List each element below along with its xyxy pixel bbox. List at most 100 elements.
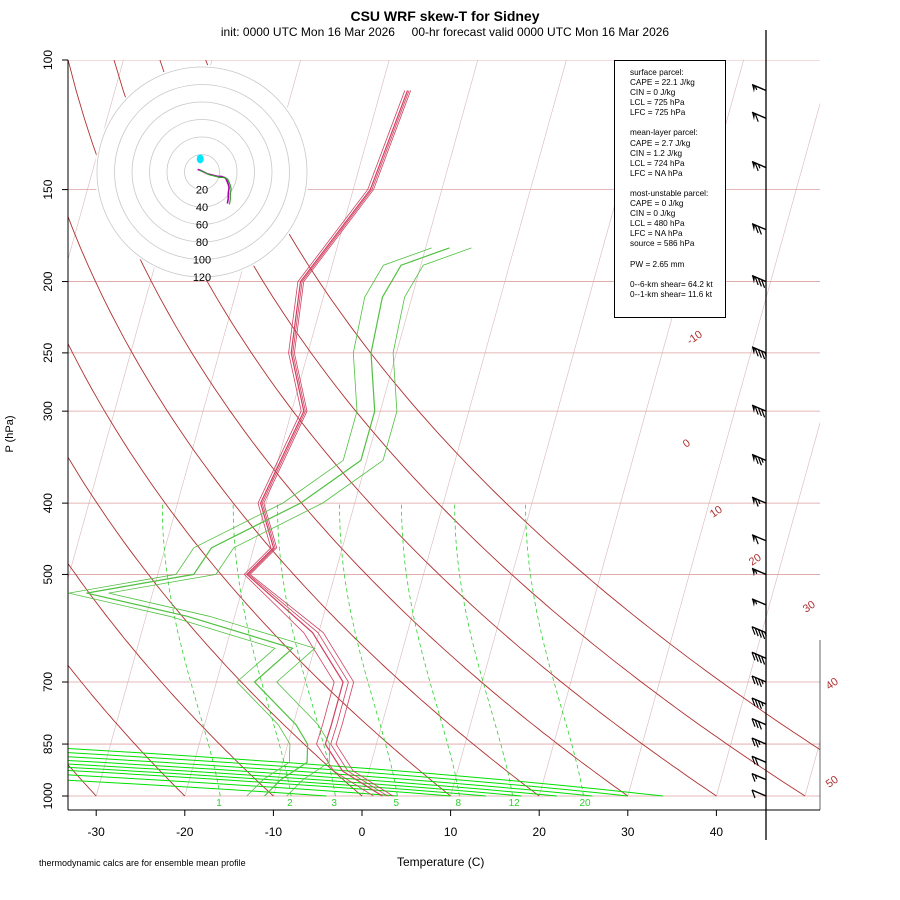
- stat-line: CIN = 0 J/kg: [630, 88, 676, 98]
- barb-full: [751, 737, 756, 747]
- dry-adiabat-line: [68, 60, 629, 797]
- barb-full: [751, 697, 756, 707]
- barb-pennant: [752, 161, 755, 170]
- barb-full: [754, 677, 759, 686]
- mixing-ratio-label: 1: [216, 798, 222, 809]
- barb-full: [754, 162, 759, 172]
- moist-adiabat-line: [68, 748, 664, 797]
- hodograph-ring: [166, 136, 238, 208]
- barb-shaft: [751, 534, 767, 542]
- x-axis-label: Temperature (C): [397, 855, 485, 869]
- hodograph-ring: [131, 101, 273, 243]
- barb-full: [751, 789, 756, 799]
- barb-full: [757, 226, 762, 235]
- barb-pennant: [752, 346, 755, 355]
- barb-full: [751, 773, 756, 782]
- skewed-grid-line: [184, 60, 390, 797]
- skewed-grid-line: [68, 60, 124, 261]
- hodograph-ring: [149, 119, 255, 225]
- barb-full: [757, 278, 762, 287]
- temperature-profile-line: [246, 90, 409, 797]
- wind-barb: [751, 675, 767, 688]
- isotherm-label: -10: [685, 329, 705, 348]
- barb-half: [761, 679, 764, 685]
- barb-full: [757, 700, 762, 710]
- barb-pennant: [752, 275, 755, 284]
- wind-barb: [751, 598, 767, 607]
- mixing-ratio-line: [401, 503, 460, 797]
- barb-shaft: [751, 111, 767, 119]
- hodograph-ring-label: 100: [193, 255, 211, 267]
- stat-line: source = 586 hPa: [630, 239, 695, 249]
- skewt-axes: -100102030405010015020025030040050070085…: [41, 50, 841, 839]
- y-tick-label: 150: [41, 179, 55, 199]
- wind-barb: [751, 222, 767, 235]
- x-tick-label: 20: [533, 825, 547, 839]
- barb-full: [761, 630, 766, 640]
- skewed-grid-line: [627, 102, 820, 797]
- temperature-profile-line: [247, 90, 410, 797]
- mixing-ratio-label: 8: [455, 798, 461, 809]
- barb-shaft: [751, 598, 767, 606]
- barb-half: [754, 569, 758, 575]
- stat-line: PW = 2.65 mm: [630, 259, 685, 269]
- barb-pennant: [752, 568, 755, 577]
- stat-line: 0--1-km shear= 11.6 kt: [630, 289, 712, 299]
- stat-line: most-unstable parcel:: [630, 188, 709, 198]
- mixing-ratio-label: 5: [393, 798, 399, 809]
- mixing-ratio-label: 20: [580, 798, 592, 809]
- barb-full: [754, 498, 759, 507]
- dry-adiabat-line: [113, 60, 717, 797]
- barb-full: [757, 721, 762, 730]
- wind-barb: [751, 346, 767, 360]
- skewt-profiles: [68, 90, 472, 797]
- isotherm-label: 50: [824, 774, 841, 791]
- barb-half: [757, 499, 761, 505]
- barb-full: [757, 349, 762, 358]
- stat-line: LFC = 725 hPa: [630, 108, 686, 118]
- mixing-ratio-line: [232, 503, 292, 797]
- storm-motion-marker: [196, 154, 204, 164]
- wind-barb: [751, 626, 767, 640]
- barb-pennant: [752, 405, 755, 414]
- isotherm-label: 30: [801, 599, 818, 616]
- barb-shaft: [751, 755, 767, 763]
- stat-line: CAPE = 2.7 J/kg: [630, 138, 691, 148]
- barb-full: [754, 406, 759, 415]
- wind-barb: [751, 651, 767, 665]
- temperature-profile-line: [249, 90, 412, 797]
- mixing-ratio-line: [525, 503, 584, 797]
- barb-full: [751, 652, 756, 661]
- isotherm-label: 0: [681, 437, 693, 450]
- x-tick-label: 0: [359, 825, 366, 839]
- wind-barb: [751, 453, 767, 466]
- stat-line: mean-layer parcel:: [630, 128, 698, 138]
- stat-line: surface parcel:: [630, 68, 684, 77]
- barb-full: [757, 678, 762, 688]
- y-tick-label: 850: [41, 734, 55, 754]
- wind-barb: [751, 111, 767, 122]
- x-tick-label: -10: [265, 825, 283, 839]
- barb-pennant: [752, 497, 755, 506]
- barb-full: [761, 350, 766, 360]
- dry-adiabat-line: [68, 342, 451, 797]
- barb-pennant: [752, 534, 755, 543]
- dry-adiabat-line: [159, 60, 806, 797]
- barb-pennant: [752, 84, 755, 93]
- x-tick-label: -30: [88, 825, 106, 839]
- barb-pennant: [752, 454, 755, 463]
- dry-adiabat-line: [68, 456, 363, 797]
- dewpoint-profile-line: [108, 247, 472, 797]
- barb-full: [754, 224, 759, 234]
- hodograph-ring-label: 80: [196, 237, 208, 249]
- barb-half: [757, 740, 761, 746]
- y-tick-label: 700: [41, 672, 55, 692]
- hodograph: 20 40 60 80 100 120: [95, 65, 309, 284]
- stat-line: CAPE = 0 J/kg: [630, 199, 684, 209]
- skewed-grid-line: [273, 60, 479, 797]
- y-tick-label: 500: [41, 564, 55, 584]
- barb-full: [757, 654, 762, 664]
- barb-full: [754, 455, 759, 465]
- barb-half: [761, 702, 764, 707]
- skewed-grid-line: [361, 60, 567, 797]
